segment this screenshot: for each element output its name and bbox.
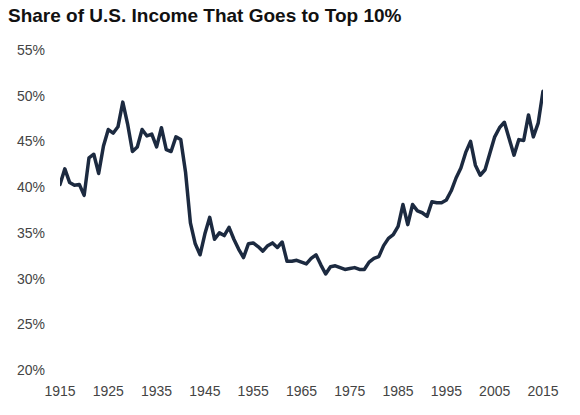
chart: Share of U.S. Income That Goes to Top 10… (0, 0, 580, 415)
y-tick-label: 45% (17, 133, 45, 149)
y-tick-label: 50% (17, 88, 45, 104)
x-tick-label: 2005 (479, 383, 510, 399)
x-tick-label: 1955 (238, 383, 269, 399)
x-tick-label: 1995 (431, 383, 462, 399)
x-tick-label: 1915 (44, 383, 75, 399)
data-line (60, 91, 543, 274)
y-tick-label: 20% (17, 362, 45, 378)
y-tick-label: 25% (17, 316, 45, 332)
x-tick-label: 1965 (286, 383, 317, 399)
x-tick-label: 1985 (383, 383, 414, 399)
x-tick-label: 1975 (334, 383, 365, 399)
x-tick-label: 1925 (93, 383, 124, 399)
y-tick-label: 55% (17, 42, 45, 58)
x-tick-label: 2015 (527, 383, 558, 399)
y-tick-label: 30% (17, 271, 45, 287)
x-tick-label: 1945 (189, 383, 220, 399)
chart-title: Share of U.S. Income That Goes to Top 10… (8, 5, 402, 26)
y-tick-label: 35% (17, 225, 45, 241)
y-tick-label: 40% (17, 179, 45, 195)
x-tick-label: 1935 (141, 383, 172, 399)
plot-area (60, 91, 543, 274)
